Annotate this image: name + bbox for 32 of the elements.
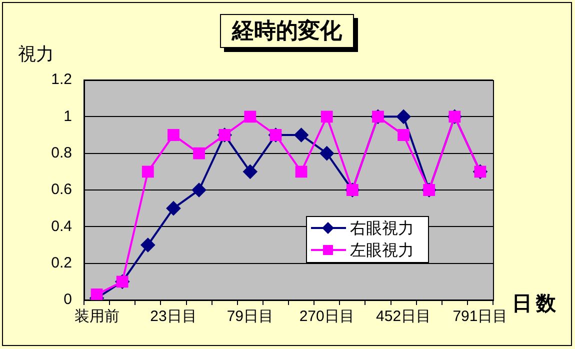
legend-label: 左眼視力 xyxy=(350,241,414,260)
point xyxy=(295,166,308,178)
point xyxy=(193,147,205,160)
y-tick-label: 0.2 xyxy=(51,254,72,272)
x-axis-title: 日数 xyxy=(512,292,560,317)
y-tick-label: 1.2 xyxy=(51,71,72,88)
y-axis-title: 視力 xyxy=(18,43,54,66)
point xyxy=(168,129,180,141)
point xyxy=(166,201,180,216)
point xyxy=(320,146,334,160)
y-tick-label: 1 xyxy=(64,108,72,125)
legend-label: 右眼視力 xyxy=(350,219,414,238)
point xyxy=(398,129,410,141)
x-tick-label: 23日目 xyxy=(150,308,197,326)
point xyxy=(140,238,155,252)
point xyxy=(320,110,333,123)
x-tick-label: 452日目 xyxy=(376,308,432,326)
x-tick-label: 装用前 xyxy=(74,308,120,326)
point xyxy=(142,166,154,178)
point xyxy=(244,110,256,123)
x-tick-label: 79日目 xyxy=(226,308,274,326)
x-tick-label: 791日目 xyxy=(452,308,508,326)
point xyxy=(294,128,308,142)
y-tick-label: 0 xyxy=(64,291,72,308)
y-tick-label: 0.6 xyxy=(51,181,72,198)
point xyxy=(192,183,206,197)
chart-title: 経時的変化 xyxy=(220,14,354,48)
y-tick-label: 0.4 xyxy=(51,218,72,235)
point xyxy=(396,110,411,124)
y-tick-label: 0.8 xyxy=(51,144,72,162)
point xyxy=(243,164,258,179)
x-tick-label: 270日目 xyxy=(299,308,354,326)
